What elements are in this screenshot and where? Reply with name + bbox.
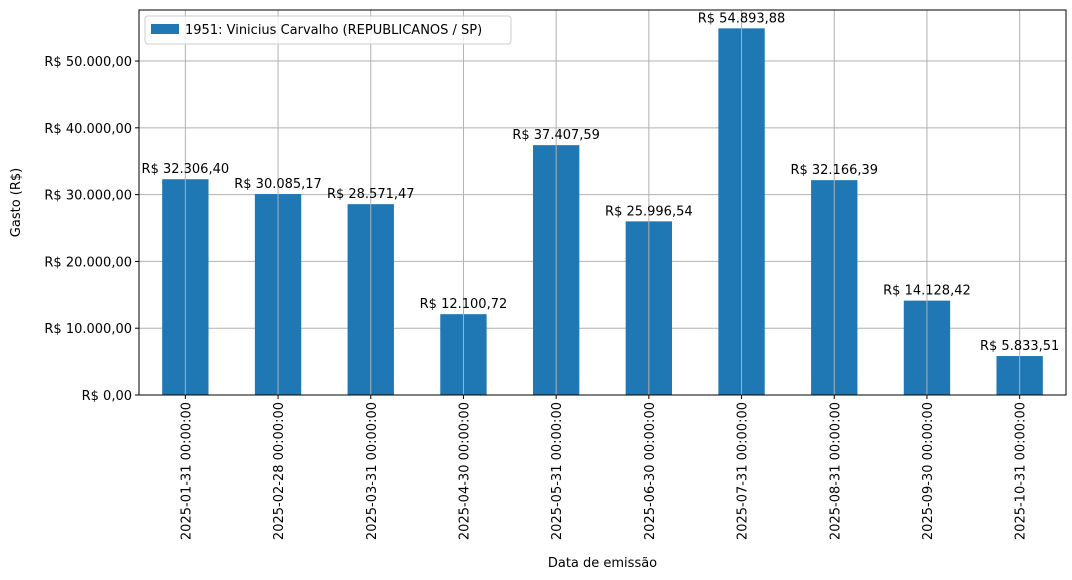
legend-swatch (151, 24, 179, 34)
bar-value-label: R$ 28.571,47 (327, 187, 415, 202)
x-tick-label: 2025-02-28 00:00:00 (272, 402, 287, 540)
x-tick-label: 2025-07-31 00:00:00 (736, 402, 751, 540)
y-tick-label: R$ 0,00 (82, 389, 132, 404)
x-tick-label: 2025-10-31 00:00:00 (1014, 402, 1029, 540)
bar-value-label: R$ 54.893,88 (698, 11, 786, 26)
bar-value-label: R$ 25.996,54 (605, 204, 693, 219)
x-tick-label: 2025-04-30 00:00:00 (457, 402, 472, 540)
data-labels: R$ 32.306,40 R$ 30.085,17 R$ 28.571,47 R$ 1… (142, 11, 1060, 354)
x-tick-label: 2025-08-31 00:00:00 (828, 402, 843, 540)
y-tick-label: R$ 40.000,00 (44, 122, 132, 137)
y-axis-ticks: R$ 0,00 R$ 10.000,00 R$ 20.000,00 R$ 30.000… (44, 55, 139, 404)
x-axis-ticks: 2025-01-31 00:00:00 2025-02-28 00:00:00 20… (179, 395, 1029, 540)
bar-value-label: R$ 30.085,17 (234, 177, 322, 192)
bar-value-label: R$ 32.166,39 (790, 163, 878, 178)
legend-label: 1951: Vinicius Carvalho (REPUBLICANOS / … (185, 23, 482, 38)
plot-area-frame (138, 9, 1067, 396)
y-tick-label: R$ 20.000,00 (44, 255, 132, 270)
bar-value-label: R$ 14.128,42 (883, 284, 971, 299)
bar-value-label: R$ 5.833,51 (980, 339, 1059, 354)
vertical-grid (184, 10, 1021, 395)
x-tick-label: 2025-09-30 00:00:00 (921, 402, 936, 540)
y-axis-label: Gasto (R$) (9, 168, 24, 237)
bar-value-label: R$ 37.407,59 (512, 128, 600, 143)
x-tick-label: 2025-05-31 00:00:00 (550, 402, 565, 540)
x-tick-label: 2025-03-31 00:00:00 (365, 402, 380, 540)
y-tick-label: R$ 30.000,00 (44, 189, 132, 204)
x-axis-label: Data de emissão (548, 556, 657, 571)
x-tick-label: 2025-01-31 00:00:00 (179, 402, 194, 540)
x-tick-label: 2025-06-30 00:00:00 (643, 402, 658, 540)
legend: 1951: Vinicius Carvalho (REPUBLICANOS / … (144, 15, 512, 45)
bar-value-label: R$ 12.100,72 (420, 297, 508, 312)
bars (162, 28, 1043, 395)
bar-value-label: R$ 32.306,40 (142, 162, 230, 177)
legend-box (144, 15, 512, 45)
y-tick-label: R$ 10.000,00 (44, 322, 132, 337)
y-tick-label: R$ 50.000,00 (44, 55, 132, 70)
